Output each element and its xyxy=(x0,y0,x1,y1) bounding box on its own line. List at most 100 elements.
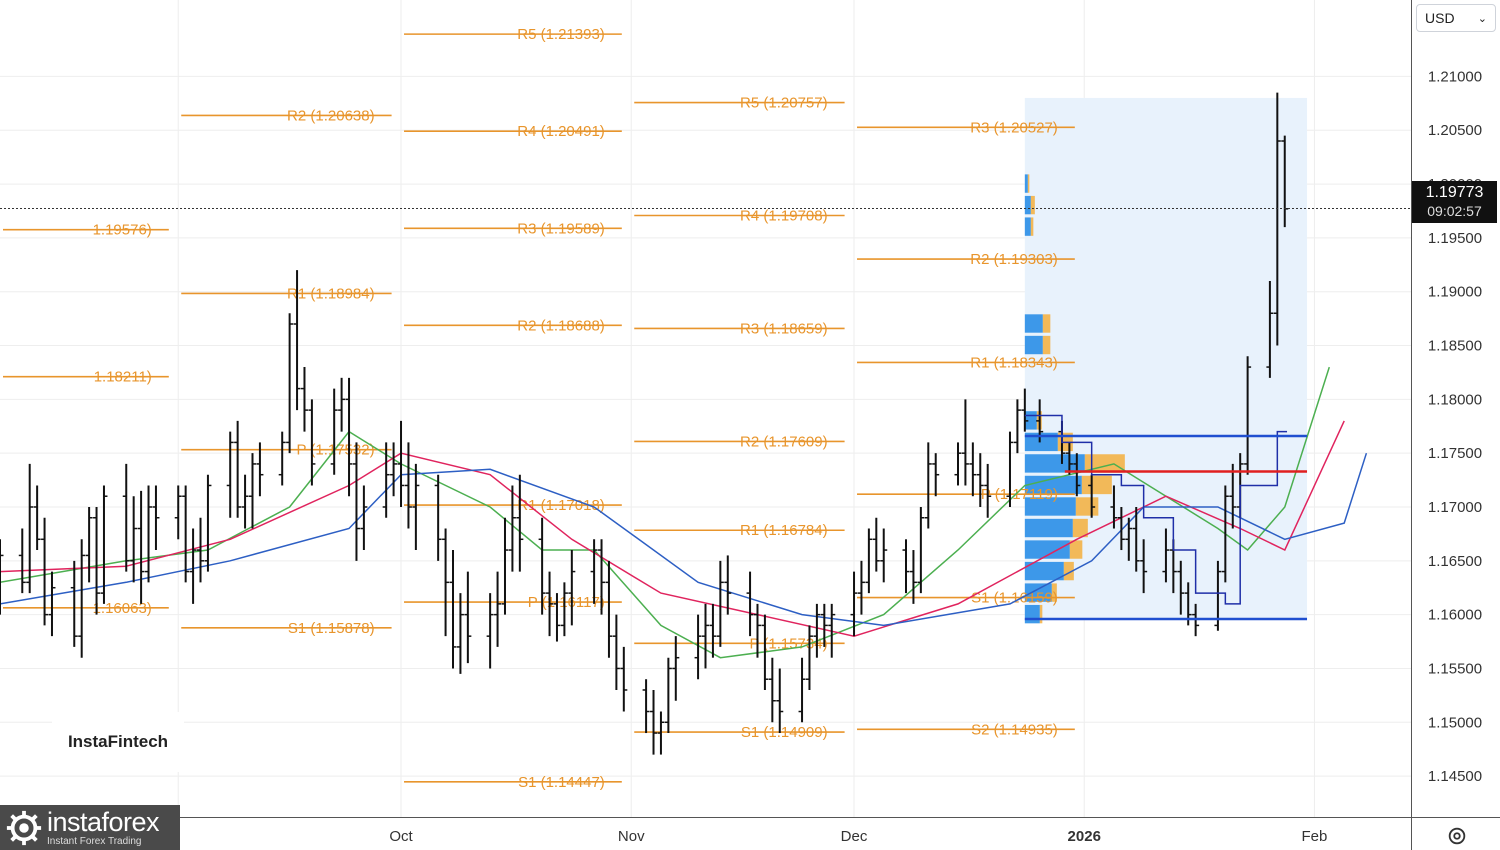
ohlc-bar xyxy=(1065,442,1073,475)
volume-bin xyxy=(1024,335,1043,355)
y-tick-label: 1.17500 xyxy=(1428,445,1482,462)
ohlc-bar xyxy=(494,571,502,647)
ohlc-bar xyxy=(768,657,776,723)
ohlc-bar xyxy=(137,490,145,604)
pivot-label: R1 (1.16784) xyxy=(740,522,828,539)
volume-bin-alt xyxy=(1042,335,1051,355)
ohlc-bar xyxy=(709,603,717,658)
x-tick-label: Dec xyxy=(841,828,868,845)
moving-average-1 xyxy=(0,366,1331,659)
ohlc-bar xyxy=(598,539,606,615)
ohlc-bar xyxy=(902,539,910,594)
ohlc-bar xyxy=(724,555,732,615)
ohlc-bar xyxy=(813,603,821,658)
pivot-label: S2 (1.14935) xyxy=(971,721,1058,738)
ohlc-bar xyxy=(560,582,568,637)
ohlc-bar xyxy=(1110,485,1118,529)
ohlc-bar xyxy=(1088,474,1096,518)
pivot-label: R1 (1.18984) xyxy=(287,285,375,302)
ohlc-bar xyxy=(657,711,665,755)
y-tick-label: 1.19000 xyxy=(1428,284,1482,301)
ohlc-bar xyxy=(182,485,190,583)
ohlc-bar xyxy=(932,453,940,497)
ohlc-bar xyxy=(1125,517,1133,561)
ohlc-bar xyxy=(850,571,858,637)
pivot-label: R2 (1.18688) xyxy=(517,317,605,334)
ohlc-bar xyxy=(330,388,338,475)
x-tick-label: Feb xyxy=(1302,828,1328,845)
volume-bin xyxy=(1024,432,1058,452)
volume-bin-alt xyxy=(1051,583,1057,602)
ohlc-bar xyxy=(1221,485,1229,583)
y-tick-label: 1.20500 xyxy=(1428,122,1482,139)
ohlc-bar xyxy=(909,550,917,604)
instaforex-logo: instaforex Instant Forex Trading xyxy=(0,805,180,850)
ohlc-bar xyxy=(612,614,620,690)
pivot-label: R2 (1.17609) xyxy=(740,433,828,450)
ohlc-bar xyxy=(969,442,977,497)
pivot-label: 1.19576) xyxy=(93,222,152,239)
ohlc-bar xyxy=(390,442,398,497)
ohlc-bar xyxy=(590,539,598,604)
ohlc-bar xyxy=(145,485,153,583)
ohlc-bar xyxy=(18,528,26,594)
ohlc-bar xyxy=(857,560,865,615)
gear-icon[interactable] xyxy=(1446,825,1468,847)
ohlc-bar xyxy=(508,485,516,572)
ohlc-bar xyxy=(404,442,412,529)
ohlc-bar xyxy=(1013,399,1021,454)
pivot-label: R4 (1.20491) xyxy=(517,123,605,140)
y-tick-label: 1.15000 xyxy=(1428,714,1482,731)
ohlc-bar xyxy=(538,517,546,615)
pivot-label: R1 (1.17018) xyxy=(517,497,605,514)
pivot-label: R5 (1.20757) xyxy=(740,95,828,112)
ohlc-bar xyxy=(293,270,301,411)
ohlc-bar xyxy=(1244,356,1252,475)
step-line xyxy=(1024,414,1288,605)
logo-tagline: Instant Forex Trading xyxy=(47,835,142,847)
ohlc-bar xyxy=(1006,431,1014,507)
ohlc-bar xyxy=(85,506,93,583)
ohlc-bar xyxy=(345,377,353,497)
y-tick-label: 1.21000 xyxy=(1428,68,1482,85)
ohlc-bar xyxy=(456,593,464,674)
ohlc-bar xyxy=(650,689,658,755)
currency-select[interactable]: USD ⌄ xyxy=(1416,4,1496,32)
volume-bin-alt xyxy=(1030,217,1034,236)
volume-bin-alt xyxy=(1042,314,1051,333)
volume-bin xyxy=(1024,518,1073,538)
pivot-label: R3 (1.19589) xyxy=(517,220,605,237)
ohlc-bar xyxy=(501,517,509,615)
overlay-lines xyxy=(0,208,1411,621)
ohlc-bar xyxy=(442,528,450,637)
ohlc-bar xyxy=(976,453,984,507)
brand-box: InstaFintech xyxy=(52,712,184,772)
ohlc-bar xyxy=(70,560,78,647)
pivot-label: P (1.15734) xyxy=(749,635,827,652)
ohlc-bar xyxy=(642,679,650,734)
price-bars xyxy=(0,92,1289,755)
y-tick-label: 1.14500 xyxy=(1428,768,1482,785)
ohlc-bar xyxy=(828,603,836,658)
currency-label: USD xyxy=(1425,10,1455,26)
ohlc-bar xyxy=(880,528,888,583)
pivot-label: S1 (1.14909) xyxy=(741,724,828,741)
ohlc-bar xyxy=(486,593,494,669)
volume-bin-alt xyxy=(1072,518,1088,538)
x-tick-label: 2026 xyxy=(1068,828,1101,845)
x-tick-label: Nov xyxy=(618,828,645,845)
ohlc-bar xyxy=(798,657,806,723)
ohlc-bar xyxy=(984,463,992,518)
pivot-label: S1 (1.14447) xyxy=(518,774,605,791)
volume-bin-alt xyxy=(1075,497,1099,516)
pivot-label: 1.18211) xyxy=(94,369,152,386)
ohlc-bar xyxy=(664,657,672,734)
ohlc-bar xyxy=(961,399,969,486)
y-tick-label: 1.15500 xyxy=(1428,660,1482,677)
ohlc-bar xyxy=(308,399,316,486)
ohlc-bar xyxy=(553,593,561,642)
volume-bin xyxy=(1024,217,1031,236)
ohlc-bar xyxy=(338,377,346,432)
ohlc-bar xyxy=(197,517,205,583)
